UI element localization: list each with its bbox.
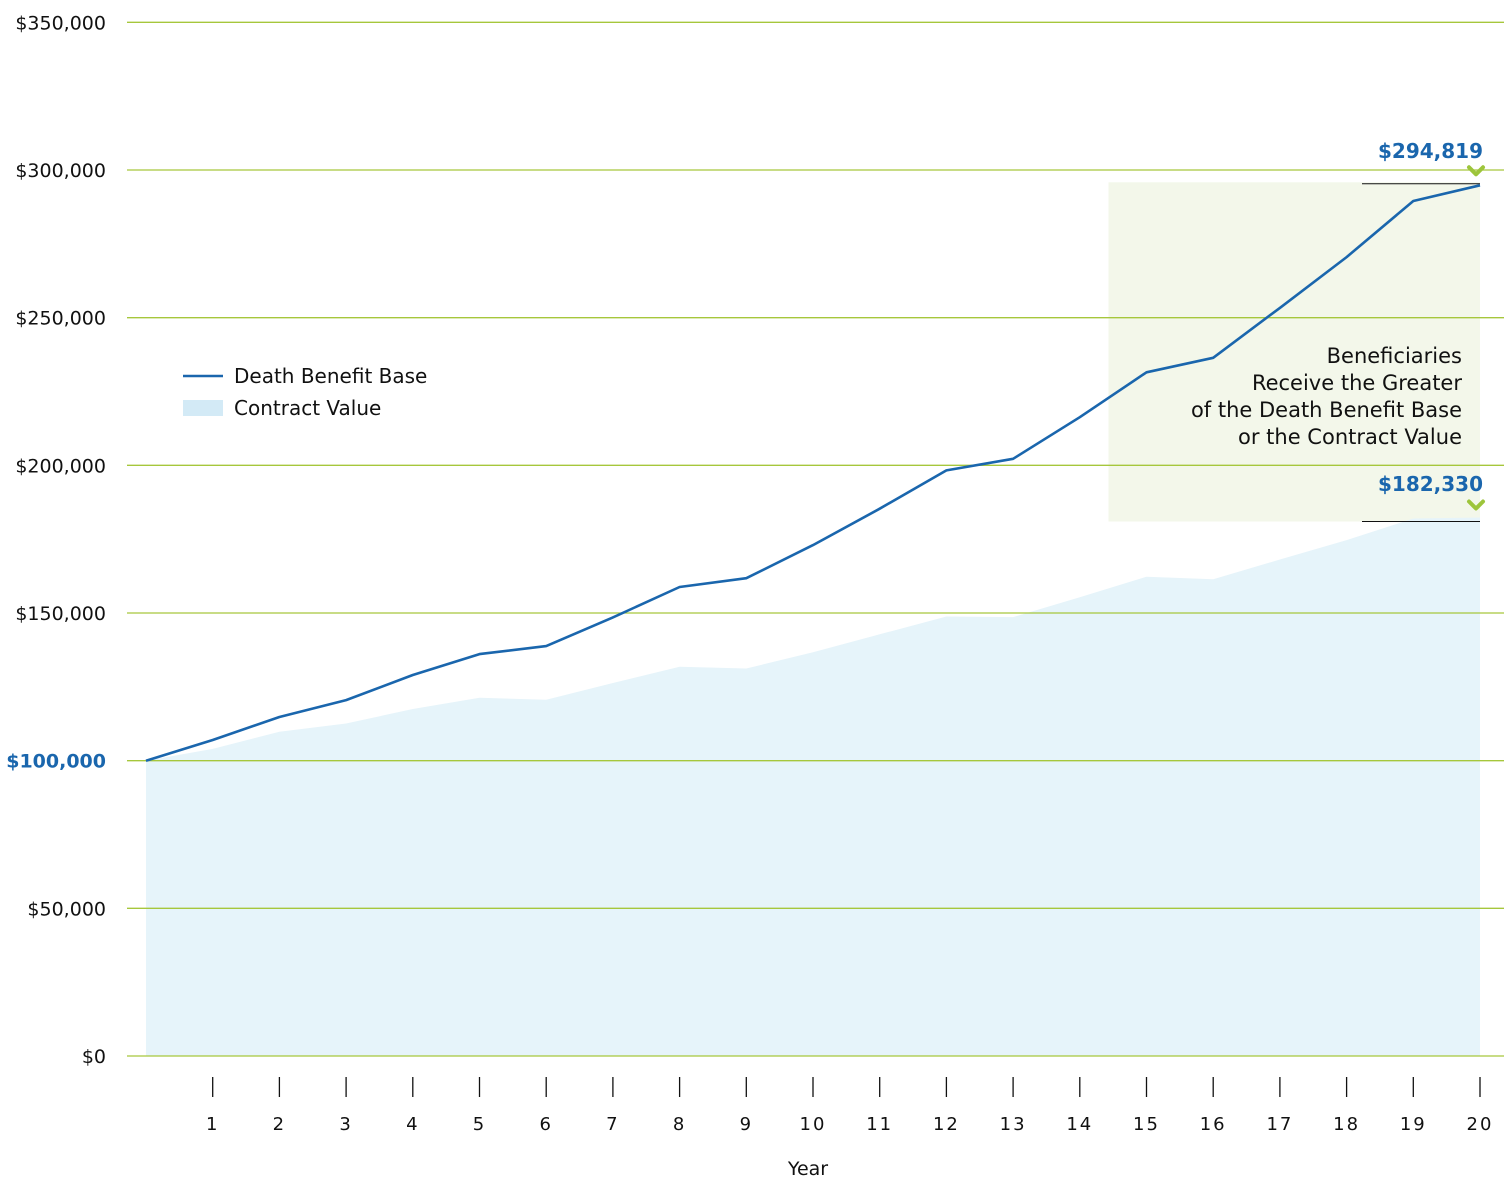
callout-text: Beneficiaries Receive the Greater of the… <box>1191 344 1462 449</box>
x-tick-label: 20 <box>1467 1114 1494 1135</box>
x-axis-ticks: 1 2 3 4 5 6 7 8 9 10 11 12 13 14 15 16 17 18 19 20 <box>206 1077 1494 1135</box>
y-tick-label: $350,000 <box>15 12 106 34</box>
gridlines <box>127 21 1504 1057</box>
y-tick-label: $0 <box>82 1046 106 1068</box>
death-benefit-line-layer <box>145 183 1481 762</box>
y-tick-label: $200,000 <box>15 455 106 477</box>
y-tick-label: $50,000 <box>27 898 106 920</box>
death-benefit-base-line <box>145 184 1481 762</box>
y-tick-label: $100,000 <box>6 751 106 773</box>
x-tick-label: 13 <box>1000 1114 1027 1135</box>
x-tick-label: 8 <box>673 1114 686 1135</box>
x-tick-label: 1 <box>206 1114 219 1135</box>
chevron-down-icon-bottom <box>1467 499 1485 511</box>
callout-line-2: Receive the Greater <box>1252 371 1462 395</box>
contract-value-area <box>146 517 1480 1056</box>
x-tick-label: 5 <box>473 1114 486 1135</box>
x-tick-label: 19 <box>1400 1114 1427 1135</box>
callout-line-4: or the Contract Value <box>1238 425 1462 449</box>
x-tick-label: 14 <box>1066 1114 1093 1135</box>
chevron-down-icon-top <box>1467 165 1485 177</box>
legend: Death Benefit Base Contract Value <box>183 364 427 420</box>
contract-value-area-layer <box>146 517 1480 1056</box>
x-tick-label: 17 <box>1266 1114 1293 1135</box>
end-value-label-death-benefit: $294,819 <box>1378 139 1483 163</box>
y-tick-label: $150,000 <box>15 603 106 625</box>
legend-label-death-benefit-base: Death Benefit Base <box>234 364 427 388</box>
x-tick-label: 12 <box>933 1114 960 1135</box>
x-tick-label: 18 <box>1333 1114 1360 1135</box>
x-tick-label: 4 <box>406 1114 419 1135</box>
x-tick-label: 7 <box>606 1114 619 1135</box>
x-tick-label: 6 <box>539 1114 552 1135</box>
x-tick-label: 3 <box>339 1114 352 1135</box>
legend-area-swatch <box>183 400 223 416</box>
x-tick-label: 2 <box>273 1114 286 1135</box>
x-axis-label: Year <box>787 1158 828 1180</box>
x-tick-label: 16 <box>1200 1114 1227 1135</box>
x-tick-label: 10 <box>800 1114 827 1135</box>
x-tick-label: 11 <box>866 1114 893 1135</box>
y-tick-label: $250,000 <box>15 308 106 330</box>
x-tick-label: 15 <box>1133 1114 1160 1135</box>
end-value-label-contract-value: $182,330 <box>1378 472 1483 496</box>
end-value-markers <box>1467 165 1485 511</box>
x-tick-label: 9 <box>740 1114 753 1135</box>
callout-line-1: Beneficiaries <box>1327 344 1462 368</box>
y-tick-label: $300,000 <box>15 160 106 182</box>
y-axis-ticks: $0 $50,000 $100,000 $150,000 $200,000 $250,00… <box>6 12 106 1068</box>
legend-label-contract-value: Contract Value <box>234 396 381 420</box>
callout-line-3: of the Death Benefit Base <box>1191 398 1462 422</box>
